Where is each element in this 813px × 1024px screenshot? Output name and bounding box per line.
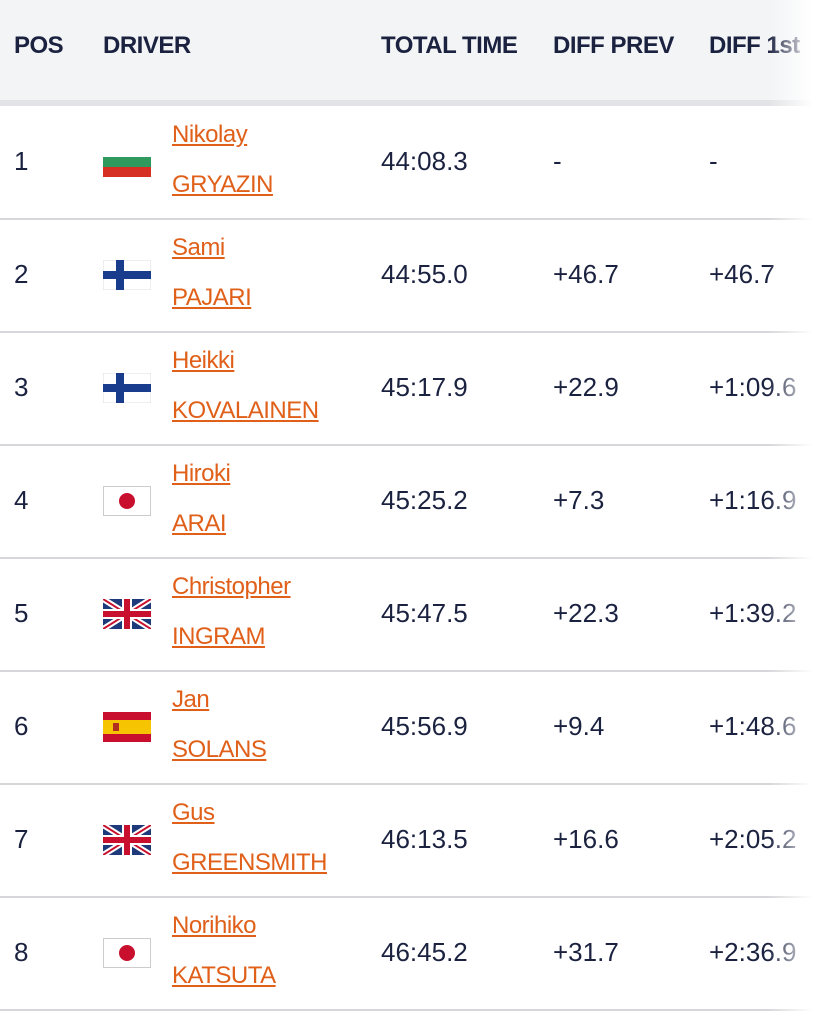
country-flag [103,260,151,290]
diff-first: +1:09.6 [709,372,797,402]
country-flag [103,373,151,403]
driver-first-name[interactable]: Gus [172,799,215,826]
position: 1 [14,146,29,176]
total-time: 45:25.2 [381,485,468,515]
diff-first: +2:05.2 [709,824,797,854]
driver-last-name[interactable]: KOVALAINEN [172,397,319,424]
table-row[interactable]: 3 Heikki KOVALAINEN 45:17.9 +22.9 +1:09.6 [0,332,813,446]
total-time: 45:17.9 [381,372,468,402]
total-time: 44:55.0 [381,259,468,289]
diff-prev: - [553,146,562,176]
position: 7 [14,824,29,854]
driver-last-name[interactable]: SOLANS [172,736,267,763]
table-header: POS DRIVER TOTAL TIME DIFF PREV DIFF 1st [0,0,813,106]
column-header[interactable]: POS [14,32,64,59]
driver-last-name[interactable]: ARAI [172,510,227,537]
driver-last-name[interactable]: PAJARI [172,284,252,311]
diff-first: - [709,146,718,176]
country-flag [103,486,151,516]
diff-prev: +22.9 [553,372,619,402]
diff-first: +1:39.2 [709,598,797,628]
table-row[interactable]: 2 Sami PAJARI 44:55.0 +46.7 +46.7 [0,219,813,333]
driver-first-name[interactable]: Norihiko [172,912,257,939]
driver-last-name[interactable]: GRYAZIN [172,171,273,198]
driver-first-name[interactable]: Nikolay [172,121,248,148]
total-time: 46:13.5 [381,824,468,854]
driver-first-name[interactable]: Hiroki [172,460,231,487]
diff-prev: +22.3 [553,598,619,628]
column-header[interactable]: DRIVER [103,32,191,59]
column-header[interactable]: TOTAL TIME [381,32,518,59]
diff-first: +1:48.6 [709,711,797,741]
position: 8 [14,937,29,967]
country-flag [103,147,151,177]
driver-last-name[interactable]: KATSUTA [172,962,276,989]
position: 2 [14,259,29,289]
total-time: 44:08.3 [381,146,468,176]
table-row[interactable]: 1 Nikolay GRYAZIN 44:08.3 - - [0,106,813,220]
diff-first: +2:36.9 [709,937,797,967]
driver-last-name[interactable]: GREENSMITH [172,849,328,876]
driver-first-name[interactable]: Heikki [172,347,235,374]
country-flag [103,599,151,629]
diff-first: +1:16.9 [709,485,797,515]
table-row[interactable]: 7 Gus GREENSMITH 46:13.5 +16.6 +2:05.2 [0,784,813,898]
diff-first: +46.7 [709,259,775,289]
position: 6 [14,711,29,741]
driver-first-name[interactable]: Jan [172,686,210,713]
country-flag [103,712,151,742]
column-header[interactable]: DIFF PREV [553,32,674,59]
driver-first-name[interactable]: Sami [172,234,225,261]
driver-last-name[interactable]: INGRAM [172,623,266,650]
total-time: 46:45.2 [381,937,468,967]
diff-prev: +7.3 [553,485,605,515]
position: 4 [14,485,29,515]
country-flag [103,825,151,855]
position: 3 [14,372,29,402]
diff-prev: +46.7 [553,259,619,289]
table-row[interactable]: 4 Hiroki ARAI 45:25.2 +7.3 +1:16.9 [0,445,813,559]
diff-prev: +31.7 [553,937,619,967]
table-row[interactable]: 6 Jan SOLANS 45:56.9 +9.4 +1:48.6 [0,671,813,785]
total-time: 45:56.9 [381,711,468,741]
driver-first-name[interactable]: Christopher [172,573,291,600]
diff-prev: +16.6 [553,824,619,854]
table-row[interactable]: 5 Christopher INGRAM 45:47.5 +22.3 +1:39.2 [0,558,813,672]
position: 5 [14,598,29,628]
column-header[interactable]: DIFF 1st [709,32,800,59]
total-time: 45:47.5 [381,598,468,628]
country-flag [103,938,151,968]
table-row[interactable]: 8 Norihiko KATSUTA 46:45.2 +31.7 +2:36.9 [0,897,813,1011]
diff-prev: +9.4 [553,711,605,741]
